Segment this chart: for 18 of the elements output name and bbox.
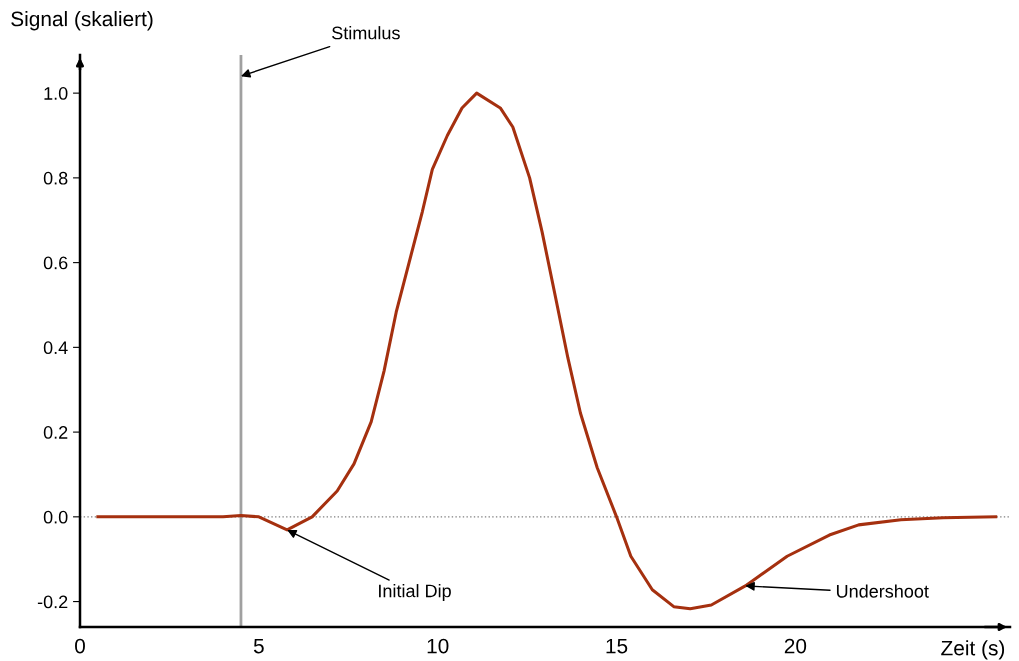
x-tick-label: 0 <box>75 638 85 654</box>
x-tick-label: 20 <box>784 638 807 654</box>
x-tick-label: 15 <box>606 638 628 654</box>
x-axis-title: Zeit (s) <box>941 640 1005 660</box>
y-tick-label: -0.2 <box>37 595 68 609</box>
y-tick-label: 0.0 <box>43 510 68 524</box>
y-tick-label: 0.8 <box>43 171 68 185</box>
y-tick-label: 1.0 <box>44 87 68 100</box>
y-axis-title: Signal (skaliert) <box>11 10 153 31</box>
x-tick-label: 5 <box>253 638 264 654</box>
annotation: Stimulus <box>332 26 400 40</box>
y-tick-label: 0.4 <box>43 341 68 355</box>
annotation: Initial Dip <box>379 584 451 601</box>
annotation: Undershoot <box>836 584 929 598</box>
y-tick-label: 0.2 <box>43 426 68 439</box>
y-tick-label: 0.6 <box>43 256 68 270</box>
x-tick-label: 10 <box>427 638 449 654</box>
line-series <box>96 91 998 611</box>
